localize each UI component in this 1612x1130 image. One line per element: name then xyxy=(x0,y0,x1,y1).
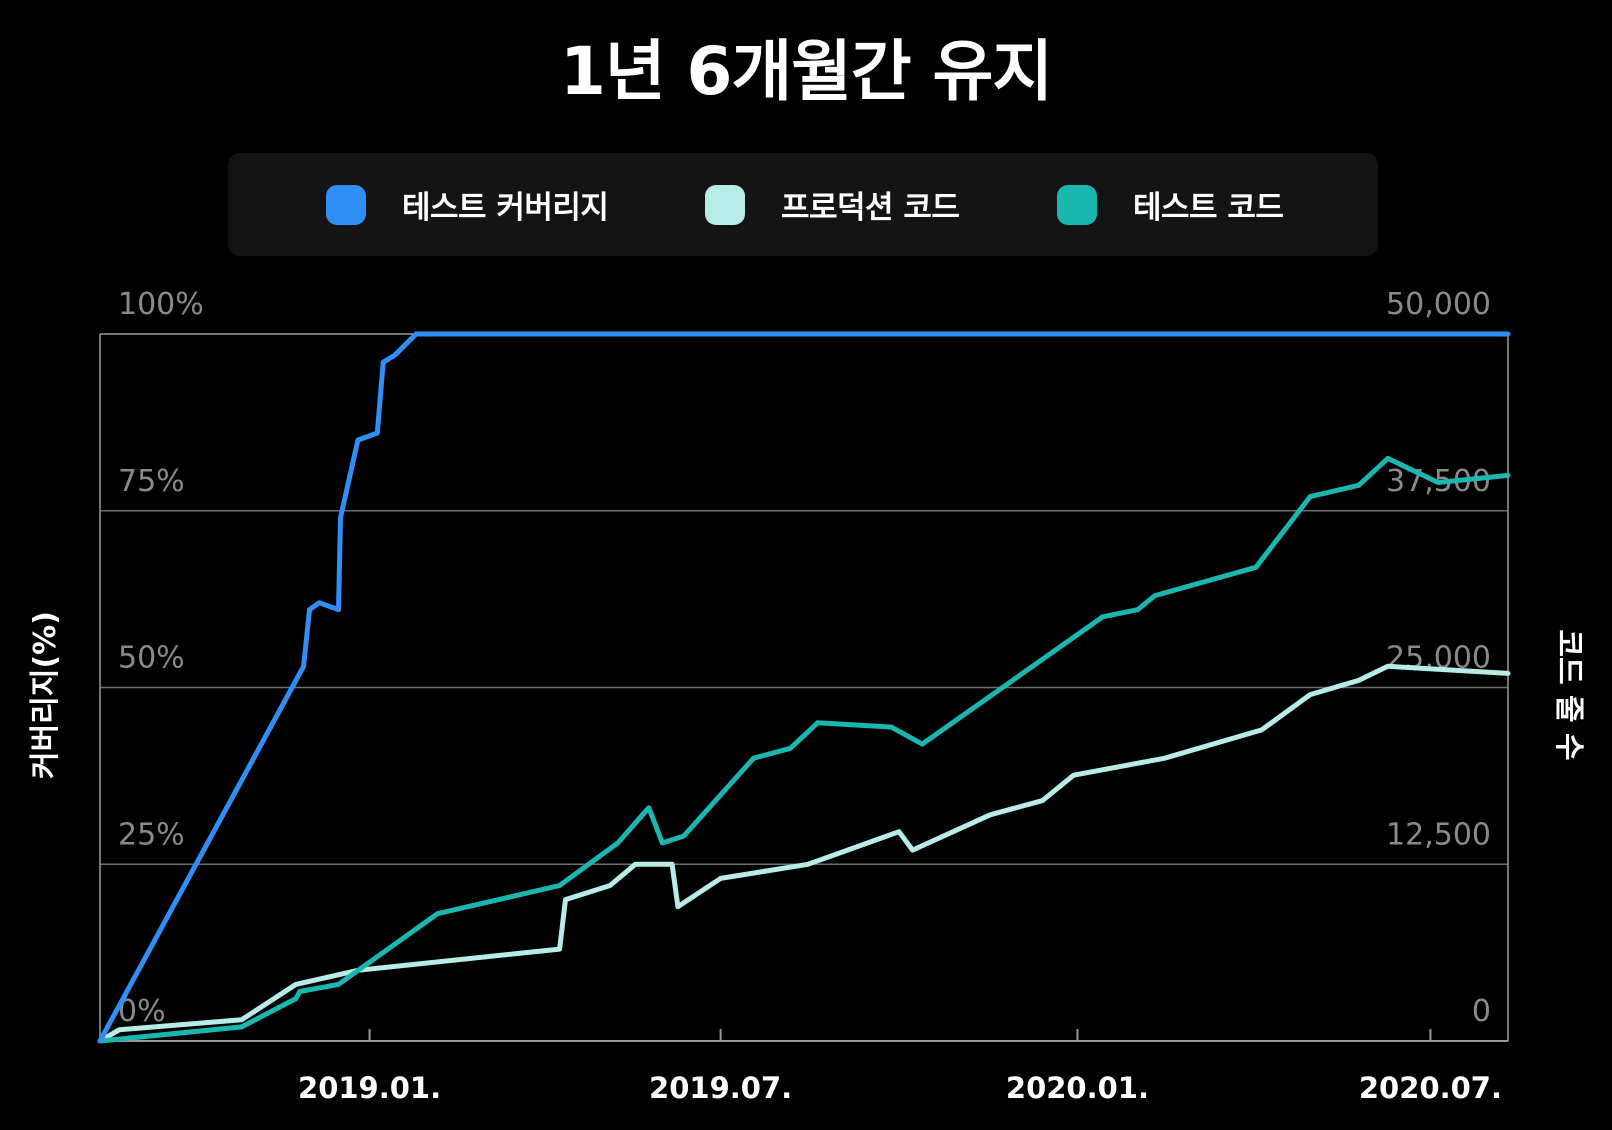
x-tick-label: 2020.01. xyxy=(1006,1071,1149,1105)
y-left-tick-label: 25% xyxy=(118,817,185,852)
series-line-test-code xyxy=(97,455,1511,1044)
y-right-tick-label: 12,500 xyxy=(1386,817,1491,852)
legend-swatch-production-code xyxy=(705,184,745,225)
legend-item-test-code[interactable]: 테스트 코드 xyxy=(1057,153,1284,256)
x-tick-label: 2019.01. xyxy=(298,1071,441,1105)
legend-item-production-code[interactable]: 프로덕션 코드 xyxy=(705,153,960,256)
legend-item-test-coverage[interactable]: 테스트 커버리지 xyxy=(326,153,609,256)
y-left-tick-label: 0% xyxy=(118,994,166,1029)
x-tick-label: 2019.07. xyxy=(649,1071,792,1105)
chart-legend: 테스트 커버리지 프로덕션 코드 테스트 코드 xyxy=(228,153,1378,256)
chart-title: 1년 6개월간 유지 xyxy=(559,33,1053,110)
x-tick-label: 2020.07. xyxy=(1359,1071,1502,1105)
series-line-production-code xyxy=(97,663,1511,1044)
legend-label-production-code: 프로덕션 코드 xyxy=(781,190,960,226)
y-right-tick-label: 50,000 xyxy=(1386,287,1491,322)
series-line-test-coverage xyxy=(97,331,1511,1044)
legend-swatch-test-code xyxy=(1057,184,1097,225)
y-left-tick-label: 75% xyxy=(118,464,185,499)
legend-label-test-code: 테스트 코드 xyxy=(1133,190,1284,226)
y-left-tick-label: 50% xyxy=(118,641,185,676)
legend-swatch-test-coverage xyxy=(326,184,366,225)
y-left-tick-label: 100% xyxy=(118,287,204,322)
y-right-tick-label: 0 xyxy=(1472,994,1491,1029)
legend-label-test-coverage: 테스트 커버리지 xyxy=(402,190,609,226)
